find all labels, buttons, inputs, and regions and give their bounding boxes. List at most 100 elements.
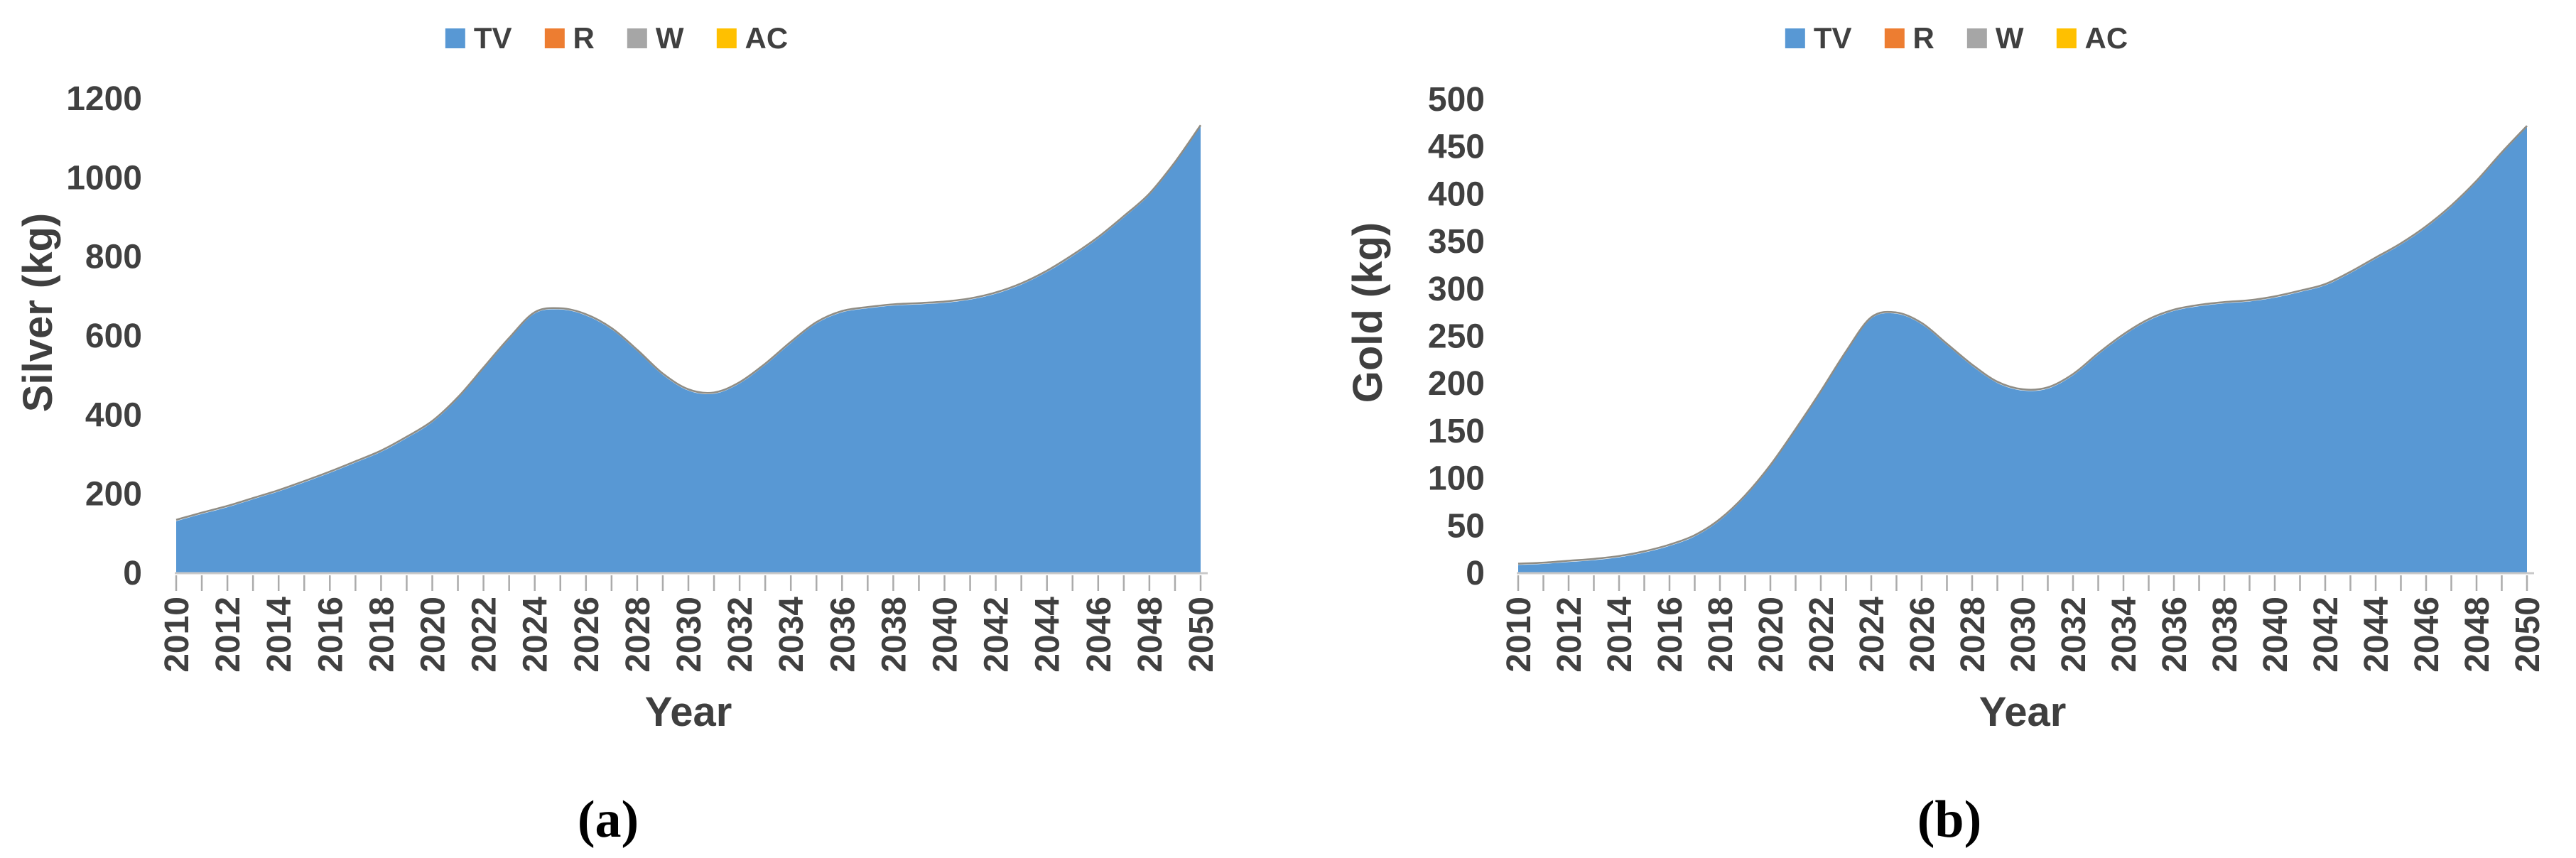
- x-axis-title-year-a: Year: [645, 689, 732, 735]
- y-tick-label: 200: [85, 476, 142, 514]
- y-tick-label: 500: [1428, 81, 1485, 119]
- legend-item-ac: AC: [716, 21, 789, 55]
- y-tick-label: 1200: [66, 80, 142, 118]
- y-tick-label: 800: [85, 239, 142, 276]
- x-tick-label: 2032: [2055, 597, 2093, 673]
- area-series-tv: [1518, 127, 2527, 572]
- x-tick-label: 2016: [1652, 597, 1689, 673]
- y-tick-label: 100: [1428, 460, 1485, 498]
- y-tick-label: 0: [123, 555, 142, 592]
- x-tick-label: 2018: [1702, 597, 1740, 673]
- y-axis-title-gold: Gold (kg): [1345, 222, 1391, 403]
- legend-item-r: R: [1884, 21, 1934, 55]
- legend-label: W: [655, 21, 684, 55]
- x-tick-label: 2042: [978, 597, 1016, 673]
- x-axis-title-year-b: Year: [1979, 689, 2067, 735]
- plot-area-gold: 2010 2012 2014 2016 2018 2020 2022 2024 2026 2028…: [1428, 81, 2547, 673]
- x-tick-label: 2030: [2005, 597, 2042, 673]
- x-tick-label: 2050: [1183, 597, 1221, 673]
- y-tick-label: 250: [1428, 318, 1485, 356]
- y-axis-title-silver: Silver (kg): [15, 213, 61, 412]
- x-tick-label: 2012: [1551, 597, 1589, 673]
- y-tick-label: 50: [1447, 507, 1485, 545]
- area-series-w-fringe: [175, 124, 1202, 521]
- x-tick-label: 2036: [824, 597, 862, 673]
- y-tick-label: 350: [1428, 223, 1485, 261]
- x-tick-label: 2022: [466, 597, 504, 673]
- x-tick-label: 2042: [2307, 597, 2345, 673]
- legend-swatch-tv: [1785, 28, 1805, 48]
- x-tick-label: 2014: [1601, 597, 1639, 673]
- legend-label: W: [1995, 21, 2024, 55]
- x-tick-label: 2014: [261, 597, 298, 673]
- x-tick-label: 2010: [1500, 597, 1538, 673]
- area-series-w-fringe: [1517, 125, 2528, 565]
- caption-a: (a): [577, 791, 639, 849]
- x-tick-label: 2040: [927, 597, 965, 673]
- x-tick-label: 2038: [875, 597, 913, 673]
- plot-area-silver: 2010 2012 2014 2016 2018 2020 2022 2024 2026 2028…: [66, 80, 1221, 673]
- legend-label: AC: [745, 21, 789, 55]
- legend-a: TV R W AC: [445, 21, 788, 55]
- y-tick-label: 200: [1428, 365, 1485, 403]
- legend-label: AC: [2084, 21, 2128, 55]
- x-tick-label: 2022: [1803, 597, 1841, 673]
- x-tick-label: 2016: [312, 597, 350, 673]
- legend-label: R: [1912, 21, 1934, 55]
- x-tick-label: 2030: [671, 597, 708, 673]
- legend-item-r: R: [544, 21, 595, 55]
- x-tick-label: 2038: [2207, 597, 2244, 673]
- y-tick-label: 600: [85, 317, 142, 355]
- legend-swatch-w: [627, 28, 647, 48]
- y-tick-label: 400: [85, 396, 142, 434]
- x-tick-label: 2034: [773, 597, 811, 673]
- legend-item-ac: AC: [2056, 21, 2128, 55]
- x-tick-label: 2024: [517, 597, 555, 673]
- legend-item-w: W: [627, 21, 684, 55]
- x-tick-label: 2044: [1029, 597, 1067, 673]
- x-tick-label: 2028: [1954, 597, 1992, 673]
- x-tick-label: 2048: [1132, 597, 1169, 673]
- x-tick-label: 2034: [2106, 597, 2143, 673]
- y-tick-label: 1000: [66, 159, 142, 197]
- x-tick-label: 2032: [722, 597, 759, 673]
- legend-label: R: [573, 21, 595, 55]
- x-tick-label: 2026: [568, 597, 606, 673]
- area-series-tv: [176, 126, 1201, 573]
- legend-swatch-r: [544, 28, 565, 48]
- x-tick-label: 2036: [2156, 597, 2194, 673]
- y-tick-label: 450: [1428, 129, 1485, 166]
- x-tick-label: 2048: [2459, 597, 2496, 673]
- y-tick-label: 300: [1428, 271, 1485, 308]
- x-tick-label: 2044: [2358, 597, 2396, 673]
- legend-label: TV: [473, 21, 512, 55]
- y-tick-label: 400: [1428, 175, 1485, 213]
- x-tick-label: 2020: [1753, 597, 1790, 673]
- x-tick-label: 2046: [1081, 597, 1118, 673]
- caption-b: (b): [1917, 791, 1982, 849]
- legend-swatch-w: [1966, 28, 1987, 48]
- x-tick-label: 2020: [415, 597, 453, 673]
- legend-swatch-tv: [445, 28, 465, 48]
- legend-item-tv: TV: [1785, 21, 1852, 55]
- legend-item-tv: TV: [445, 21, 512, 55]
- x-tick-label: 2010: [158, 597, 196, 673]
- x-tick-label: 2028: [619, 597, 657, 673]
- x-tick-label: 2012: [210, 597, 247, 673]
- legend-b: TV R W AC: [1785, 21, 2128, 55]
- legend-label: TV: [1813, 21, 1852, 55]
- x-tick-label: 2026: [1904, 597, 1942, 673]
- legend-swatch-ac: [2056, 28, 2077, 48]
- x-tick-label: 2050: [2509, 597, 2547, 673]
- legend-swatch-ac: [716, 28, 737, 48]
- y-tick-label: 0: [1466, 555, 1485, 592]
- x-tick-label: 2046: [2408, 597, 2446, 673]
- legend-item-w: W: [1966, 21, 2024, 55]
- legend-swatch-r: [1884, 28, 1905, 48]
- x-tick-label: 2024: [1853, 597, 1891, 673]
- x-tick-label: 2018: [363, 597, 401, 673]
- x-tick-label: 2040: [2257, 597, 2295, 673]
- y-tick-label: 150: [1428, 413, 1485, 450]
